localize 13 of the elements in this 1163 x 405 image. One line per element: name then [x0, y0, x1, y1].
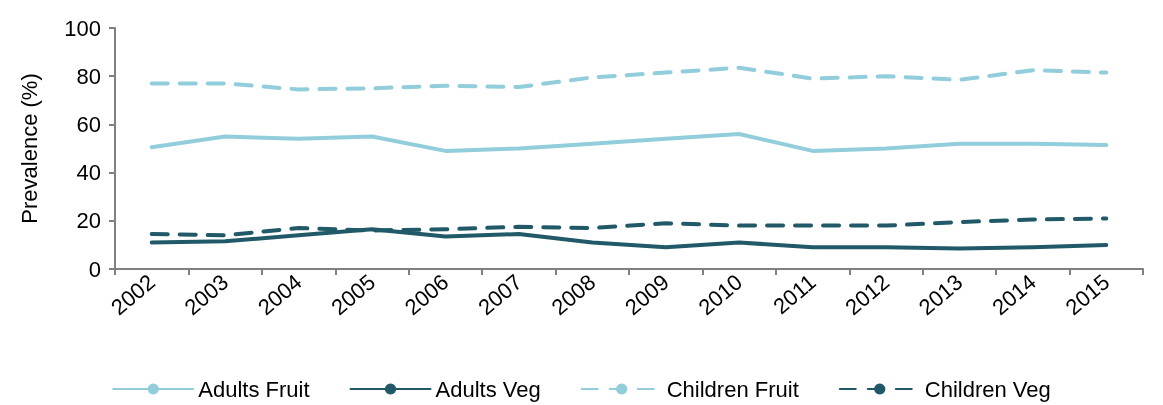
- y-tick-label: 80: [76, 63, 101, 89]
- line-series: [149, 132, 1109, 153]
- y-axis-title: Prevalence (%): [16, 73, 42, 224]
- y-tick-label: 20: [76, 208, 101, 234]
- legend-label: Children Veg: [924, 376, 1051, 402]
- y-tick-label: 60: [76, 111, 101, 137]
- line-series: [149, 65, 1109, 92]
- y-tick-label: 0: [88, 256, 101, 282]
- legend-label: Children Fruit: [666, 376, 799, 402]
- y-tick-label: 100: [64, 15, 101, 41]
- y-tick-label: 40: [76, 160, 101, 186]
- legend-label: Adults Veg: [435, 376, 541, 402]
- legend-label: Adults Fruit: [198, 376, 310, 402]
